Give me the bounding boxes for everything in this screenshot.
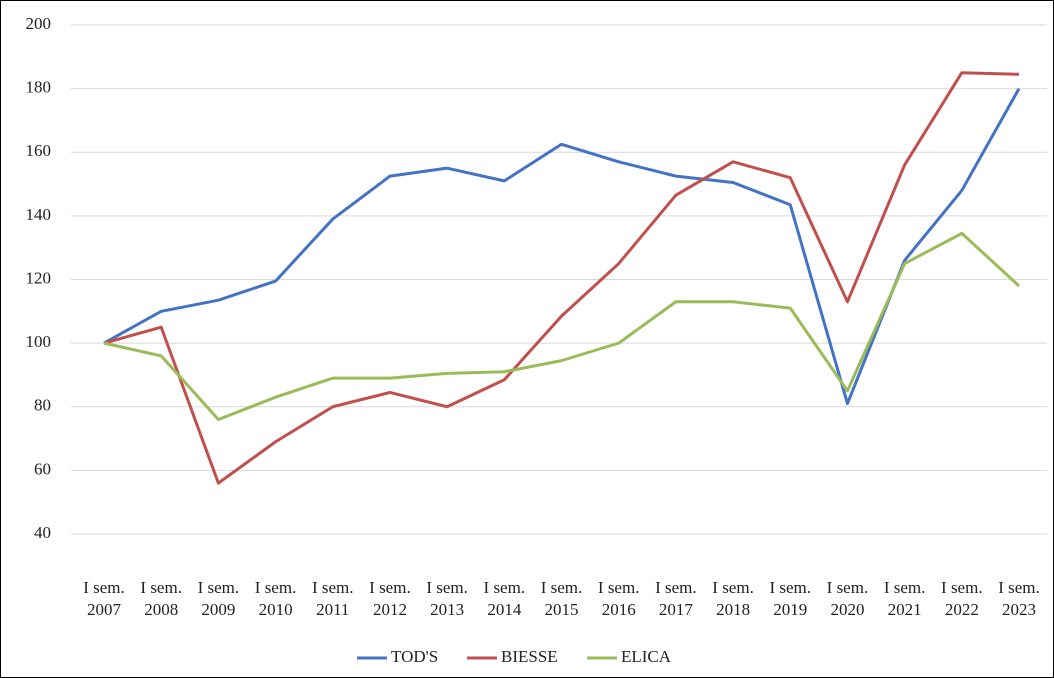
x-tick-label: I sem. 2011 [311, 578, 354, 619]
y-tick-label: 120 [26, 268, 52, 287]
legend-label: BIESSE [501, 647, 558, 666]
x-tick-label: I sem. 2012 [369, 578, 411, 619]
x-tick-label: I sem. 2013 [426, 578, 468, 619]
y-tick-label: 60 [34, 459, 51, 478]
x-tick-label: I sem. 2017 [655, 578, 697, 619]
x-tick-label: I sem. 2020 [826, 578, 869, 619]
y-tick-label: 180 [26, 78, 52, 97]
y-tick-label: 200 [26, 14, 52, 33]
series-line [103, 231, 1021, 421]
series-line [103, 87, 1021, 406]
x-tick-label: I sem. 2014 [483, 578, 526, 619]
legend-label: TOD'S [391, 647, 438, 666]
x-tick-label: I sem. 2019 [769, 578, 812, 619]
x-tick-label: I sem. 2007 [83, 578, 125, 619]
y-tick-label: 40 [34, 523, 51, 542]
x-tick-label: I sem. 2022 [941, 578, 983, 619]
x-tick-label: I sem. 2018 [712, 578, 754, 619]
x-tick-label: I sem. 2010 [254, 578, 297, 619]
x-tick-label: I sem. 2008 [140, 578, 182, 619]
y-tick-label: 140 [26, 205, 52, 224]
y-tick-label: 100 [26, 332, 52, 351]
legend-label: ELICA [621, 647, 672, 666]
y-tick-label: 80 [34, 396, 51, 415]
x-tick-label: I sem. 2009 [197, 578, 240, 619]
x-tick-label: I sem. 2023 [998, 578, 1040, 619]
x-tick-label: I sem. 2021 [883, 578, 926, 619]
y-tick-label: 160 [26, 141, 52, 160]
x-tick-label: I sem. 2016 [597, 578, 640, 619]
series-line [103, 71, 1020, 485]
x-tick-label: I sem. 2015 [540, 578, 583, 619]
